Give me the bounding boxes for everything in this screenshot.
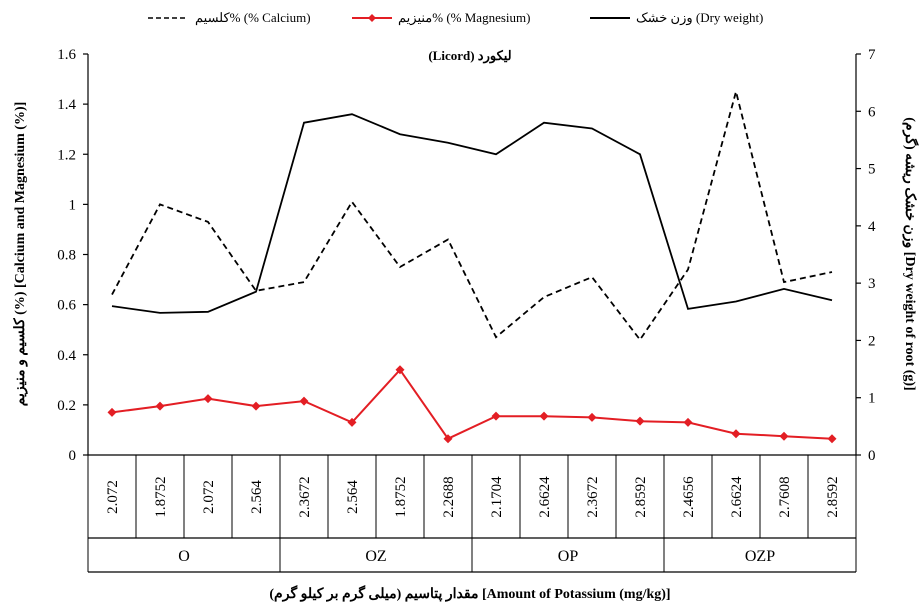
chart-title: (Licord) لیکورد: [428, 48, 511, 64]
legend-dryweight-label: وزن خشک (Dry weight): [636, 10, 763, 26]
category-label: 2.564: [345, 480, 361, 514]
series-line-2: [111, 113, 833, 314]
magnesium-point: [155, 401, 165, 411]
magnesium-point: [683, 417, 693, 427]
category-label: 2.2688: [441, 476, 457, 517]
magnesium-point: [107, 407, 117, 417]
left-tick-label: 0.4: [57, 348, 76, 364]
left-axis-ticks: 0 0.2 0.4 0.6 0.8 1 1.2 1.4 1.6: [57, 47, 88, 464]
magnesium-point: [443, 434, 453, 444]
category-label: 2.6624: [537, 476, 553, 518]
group-labels: O OZ OP OZP: [178, 548, 775, 565]
left-tick-label: 1: [69, 197, 77, 213]
left-tick-label: 1.4: [57, 97, 76, 113]
category-dividers: [87, 455, 857, 572]
magnesium-point: [299, 396, 309, 406]
category-label: 2.7608: [777, 476, 793, 517]
magnesium-point: [587, 412, 597, 422]
group-label: OZ: [365, 548, 386, 565]
legend-calcium-label: کلسیم% (% Calcium): [195, 10, 311, 26]
left-tick-label: 0.6: [57, 298, 76, 314]
magnesium-point: [827, 434, 837, 444]
category-label: 1.8752: [393, 476, 409, 517]
category-label: 1.8752: [153, 476, 169, 517]
magnesium-point: [779, 431, 789, 441]
right-tick-label: 5: [868, 162, 876, 178]
category-label: 2.564: [249, 480, 265, 514]
left-tick-label: 0: [69, 448, 77, 464]
legend-magnesium-label: منیزیم% (% Magnesium): [398, 10, 530, 26]
right-tick-label: 7: [868, 47, 876, 63]
series-layer: [107, 88, 837, 444]
group-label: O: [178, 548, 190, 565]
magnesium-point: [251, 401, 261, 411]
left-tick-label: 0.8: [57, 248, 76, 264]
legend: کلسیم% (% Calcium) منیزیم% (% Magnesium)…: [148, 10, 763, 26]
category-label: 2.3672: [585, 476, 601, 517]
magnesium-point: [347, 417, 357, 427]
group-label: OZP: [745, 548, 775, 565]
category-label: 2.072: [105, 480, 121, 514]
right-axis-ticks: 0 1 2 3 4 5 6 7: [856, 47, 876, 464]
y-axis-left-title: کلسیم و منیزیم (%) [Calcium and Magnesiu…: [12, 102, 28, 407]
magnesium-point: [731, 429, 741, 439]
right-tick-label: 4: [868, 219, 876, 235]
right-tick-label: 3: [868, 276, 876, 292]
magnesium-point: [635, 416, 645, 426]
magnesium-point: [539, 411, 549, 421]
series-line-1: [111, 368, 833, 440]
magnesium-point: [491, 411, 501, 421]
category-label: 2.072: [201, 480, 217, 514]
category-labels: 2.072 1.8752 2.072 2.564 2.3672 2.564 1.8752 2.…: [105, 476, 841, 518]
left-tick-label: 1.6: [57, 47, 76, 63]
group-label: OP: [558, 548, 579, 565]
y-axis-right-title: وزن خشک ریشه (گرم) [Dry weight of root (…: [902, 117, 919, 390]
category-label: 2.6624: [729, 476, 745, 518]
right-tick-label: 1: [868, 391, 876, 407]
magnesium-point: [395, 365, 405, 375]
left-tick-label: 0.2: [57, 398, 76, 414]
category-label: 2.1704: [489, 476, 505, 518]
series-line-0: [111, 88, 833, 342]
left-tick-label: 1.2: [57, 147, 76, 163]
x-axis-title: مقدار پتاسیم (میلی گرم بر کیلو گرم) [Amo…: [269, 585, 670, 602]
category-label: 2.4656: [681, 476, 697, 518]
legend-magnesium-marker: [368, 14, 376, 22]
category-label: 2.3672: [297, 476, 313, 517]
right-tick-label: 0: [868, 448, 876, 464]
right-tick-label: 6: [868, 104, 876, 120]
right-tick-label: 2: [868, 333, 876, 349]
magnesium-point: [203, 394, 213, 404]
category-label: 2.8592: [633, 476, 649, 517]
category-label: 2.8592: [825, 476, 841, 517]
